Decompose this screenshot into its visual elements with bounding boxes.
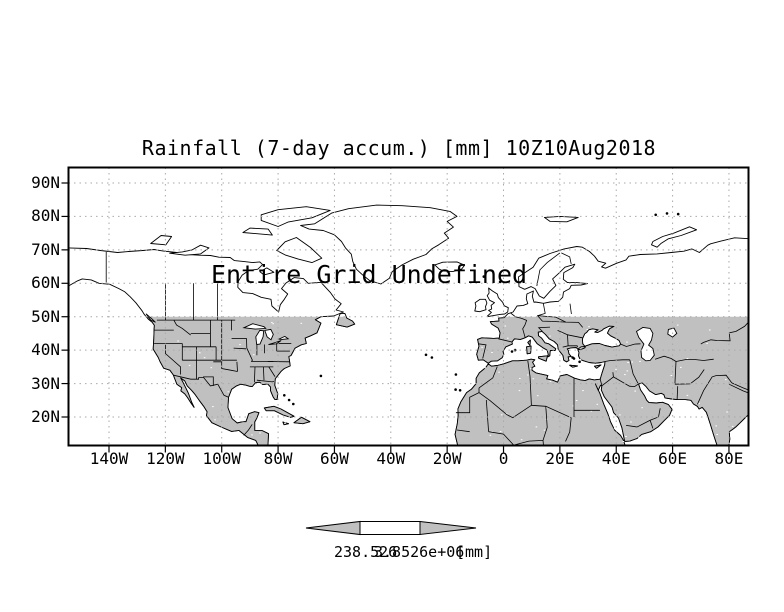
lon-tick-label: 140W: [89, 449, 129, 468]
lat-tick-label: 90N: [31, 173, 60, 192]
lon-tick-label: 0: [498, 449, 509, 468]
lon-tick-label: 40W: [376, 449, 406, 468]
lon-tick-label: 20E: [545, 449, 575, 468]
lat-tick-label: 30N: [31, 373, 60, 393]
colorbar-box: [359, 521, 421, 535]
lon-tick-label: 80W: [263, 449, 293, 468]
lat-tick-label: 40N: [31, 340, 60, 360]
colorbar-left-arrow: [305, 520, 361, 536]
islets-layer: [283, 212, 680, 406]
lon-tick-label: 120W: [146, 449, 185, 468]
lat-tick-label: 70N: [31, 239, 60, 259]
shading-layer: [145, 316, 749, 446]
lon-tick-label: 60W: [319, 449, 349, 468]
colorbar: [305, 520, 477, 536]
colorbar-right-arrow: [419, 520, 477, 536]
map-generated-layers: [61, 166, 750, 453]
colorbar-unit-label: [mm]: [456, 543, 493, 561]
colorbar-min-label: 238.526: [334, 543, 398, 561]
lat-tick-label: 50N: [31, 306, 60, 326]
lakes-layer: [242, 323, 678, 362]
lat-tick-label: 80N: [31, 206, 60, 226]
lon-tick-label: 80E: [714, 449, 744, 468]
map-frame: [61, 166, 750, 453]
lon-tick-label: 100W: [202, 449, 241, 468]
grid-undefined-message: Entire Grid Undefined: [211, 260, 528, 289]
grid-layer: [68, 167, 749, 446]
colorbar-max-label: 3.8526e+06: [374, 543, 465, 561]
plot-title: Rainfall (7-day accum.) [mm] 10Z10Aug201…: [141, 136, 657, 160]
lon-tick-label: 20W: [432, 449, 462, 468]
lon-tick-label: 60E: [658, 449, 688, 468]
lon-tick-label: 40E: [601, 449, 631, 468]
lat-tick-label: 20N: [31, 407, 60, 426]
borders-layer: [105, 251, 749, 446]
lat-tick-label: 60N: [31, 273, 60, 293]
